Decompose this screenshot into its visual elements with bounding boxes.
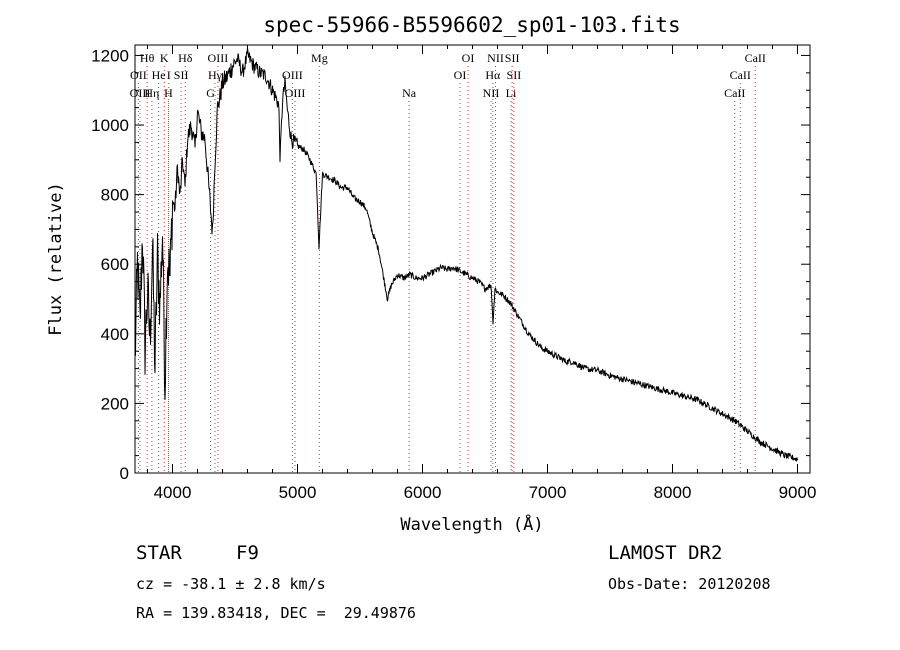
x-tick-label: 8000: [654, 483, 692, 502]
y-tick-label: 800: [101, 186, 129, 205]
line-label: Hθ: [140, 51, 155, 65]
x-axis: 4000 5000 6000 7000 8000 9000: [147, 45, 817, 502]
x-tick-label: 9000: [779, 483, 817, 502]
data-release: LAMOST DR2: [608, 542, 723, 564]
line-label: Hα: [485, 68, 501, 82]
line-label: Hγ: [208, 68, 223, 82]
object-class: STAR: [136, 542, 182, 564]
line-label: OII: [130, 68, 147, 82]
line-label: Mg: [311, 51, 328, 65]
y-axis-label: Flux (relative): [46, 182, 66, 336]
x-tick-label: 6000: [404, 483, 442, 502]
line-label: OI: [462, 51, 475, 65]
line-label: CaII: [745, 51, 766, 65]
obs-date: Obs-Date: 20120208: [608, 575, 771, 593]
plot-frame: [134, 44, 811, 474]
chart-title: spec-55966-B5596602_sp01-103.fits: [263, 13, 680, 37]
line-label: OIII: [285, 86, 306, 100]
line-label: I: [167, 68, 171, 82]
line-label: SII: [174, 68, 189, 82]
spectrum-line: [134, 47, 798, 462]
line-label: G: [206, 86, 215, 100]
x-tick-label: 7000: [529, 483, 567, 502]
line-label: OIII: [282, 68, 303, 82]
line-label: NII: [483, 86, 500, 100]
x-axis-label: Wavelength (Å): [400, 513, 543, 535]
line-label: NII: [487, 51, 504, 65]
line-label: Li: [506, 86, 517, 100]
line-label: SII: [507, 68, 522, 82]
redshift-readout: cz = -38.1 ± 2.8 km/s: [136, 575, 326, 593]
subclass: F9: [236, 542, 259, 564]
spectral-line-markers: [137, 66, 756, 473]
line-label: Hδ: [178, 51, 193, 65]
line-label: Na: [402, 86, 417, 100]
line-label: Hη: [144, 86, 159, 100]
y-tick-label: 1200: [91, 46, 129, 65]
x-tick-label: 5000: [279, 483, 317, 502]
y-tick-label: 0: [120, 464, 129, 483]
coordinates: RA = 139.83418, DEC = 29.49876: [136, 604, 416, 622]
y-tick-label: 200: [101, 394, 129, 413]
line-label: OI: [454, 68, 467, 82]
x-tick-label: 4000: [154, 483, 192, 502]
line-label: CaII: [730, 68, 751, 82]
y-tick-label: 600: [101, 255, 129, 274]
line-label: OIII: [208, 51, 229, 65]
line-label: K: [160, 51, 169, 65]
line-label: SII: [505, 51, 520, 65]
line-label: CaII: [724, 86, 745, 100]
y-axis: 0 200 400 600 800 1000 1200: [91, 46, 810, 483]
y-tick-label: 400: [101, 325, 129, 344]
line-label: He: [152, 68, 166, 82]
line-label: H: [164, 86, 173, 100]
y-tick-label: 1000: [91, 116, 129, 135]
